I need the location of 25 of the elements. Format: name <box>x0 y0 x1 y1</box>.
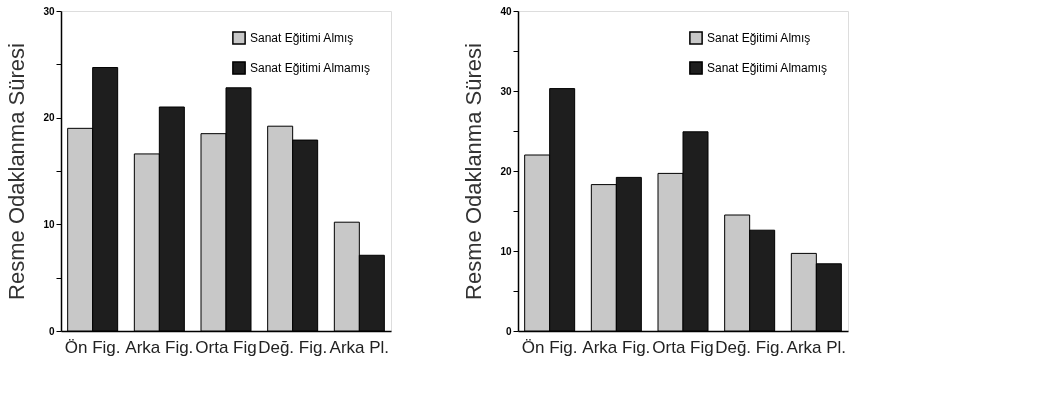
legend-label: Sanat Eğitimi Almış <box>250 31 354 45</box>
x-tick-label: Ön Fig. <box>521 337 578 357</box>
x-tick-label: Orta Fig <box>195 337 257 357</box>
x-tick-label: Arka Pl. <box>329 337 390 357</box>
y-tick-label: 0 <box>505 325 512 337</box>
x-tick-label: Arka Pl. <box>786 337 847 357</box>
legend-label: Sanat Eğitimi Almamış <box>250 61 371 75</box>
y-tick-label: 10 <box>43 218 55 230</box>
x-tick-label: Arka Fig. <box>582 337 651 357</box>
y-tick-label: 40 <box>500 5 512 17</box>
y-axis-title: Resme Odaklanma Süresi <box>461 43 487 300</box>
x-tick-label: Arka Fig. <box>125 337 194 357</box>
legend-label: Sanat Eğitimi Almış <box>707 31 811 45</box>
legend-label: Sanat Eğitimi Almamış <box>707 61 828 75</box>
x-tick-label: Ön Fig. <box>64 337 121 357</box>
x-tick-label: Orta Fig <box>652 337 714 357</box>
x-tick-label: Değ. Fig. <box>258 337 328 357</box>
x-tick-label: Değ. Fig. <box>715 337 785 357</box>
y-tick-label: 0 <box>48 325 55 337</box>
y-axis-title: Resme Odaklanma Süresi <box>4 43 30 300</box>
y-tick-label: 20 <box>500 165 512 177</box>
y-tick-label: 20 <box>43 112 55 124</box>
y-tick-label: 30 <box>43 5 55 17</box>
y-tick-label: 30 <box>500 85 512 97</box>
y-tick-label: 10 <box>500 245 512 257</box>
